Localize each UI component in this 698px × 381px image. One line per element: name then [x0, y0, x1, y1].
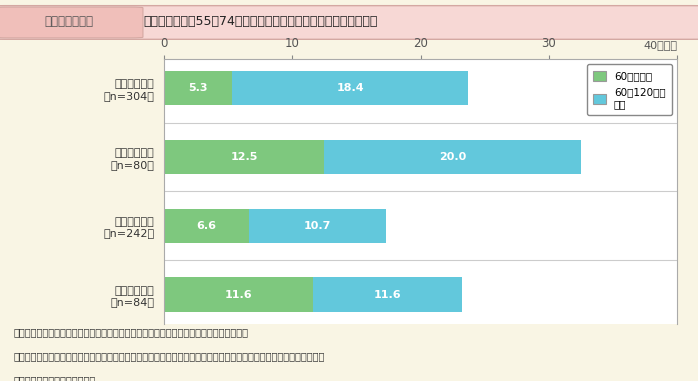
Text: 5.3: 5.3: [188, 83, 208, 93]
Text: 12.5: 12.5: [230, 152, 258, 162]
Bar: [313, 277, 461, 312]
Text: 第１－４－２図: 第１－４－２図: [44, 14, 94, 27]
Text: 10.7: 10.7: [304, 221, 331, 231]
Bar: [164, 209, 248, 243]
Text: （備考）１．内閣府「高齢男女の自立した生活に関する調査」（平成２０年）より作成。: （備考）１．内閣府「高齢男女の自立した生活に関する調査」（平成２０年）より作成。: [14, 328, 249, 338]
Text: 11.6: 11.6: [373, 290, 401, 299]
Bar: [232, 71, 468, 106]
Text: 40（％）: 40（％）: [643, 40, 677, 50]
Text: 6.6: 6.6: [196, 221, 216, 231]
FancyBboxPatch shape: [0, 7, 143, 38]
Text: 11.6: 11.6: [225, 290, 252, 299]
Bar: [164, 71, 232, 106]
Bar: [164, 140, 325, 174]
Bar: [325, 140, 581, 174]
Text: 18.4: 18.4: [336, 83, 364, 93]
Text: 等による収入も含む。: 等による収入も含む。: [14, 376, 96, 381]
Text: ２．「収入」は税込みであり，就業による収入，年金等による収入のほか，預贬金の引き出し，家賌収入や利子: ２．「収入」は税込みであり，就業による収入，年金等による収入のほか，預贬金の引き…: [14, 352, 325, 362]
Bar: [248, 209, 386, 243]
Text: 20.0: 20.0: [439, 152, 466, 162]
Text: 高齢単身世帯（55～74歳）における低所得層の割合（年間収入）: 高齢単身世帯（55～74歳）における低所得層の割合（年間収入）: [143, 14, 378, 27]
FancyBboxPatch shape: [0, 6, 698, 39]
Bar: [164, 277, 313, 312]
Legend: 60万円未満, 60～120万円
未満: 60万円未満, 60～120万円 未満: [587, 64, 672, 115]
